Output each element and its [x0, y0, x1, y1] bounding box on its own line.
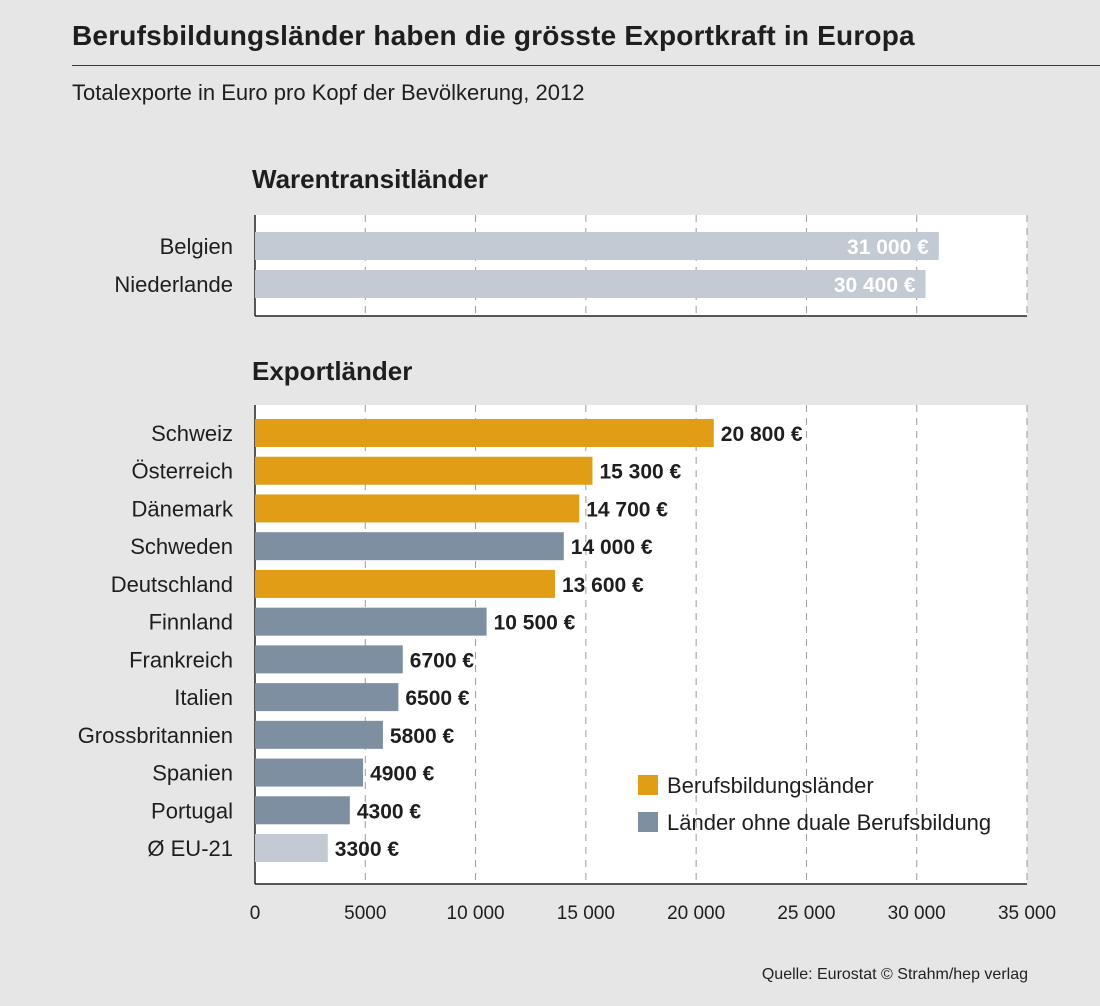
category-label: Deutschland [111, 572, 233, 597]
x-tick-label: 20 000 [667, 903, 725, 924]
data-label: 20 800 € [721, 423, 803, 446]
data-label: 14 000 € [571, 536, 653, 559]
bar [255, 270, 926, 298]
title-divider [72, 65, 1100, 66]
data-label: 31 000 € [847, 236, 929, 259]
bar [255, 645, 403, 674]
data-label: 4900 € [370, 763, 435, 786]
chart-subtitle: Totalexporte in Euro pro Kopf der Bevölk… [72, 80, 585, 105]
legend-swatch [638, 812, 658, 832]
bar [255, 834, 328, 863]
x-tick-label: 35 000 [998, 903, 1056, 924]
x-tick-label: 0 [250, 903, 261, 924]
data-label: 6700 € [410, 649, 475, 672]
plot-panel-2 [255, 405, 1027, 884]
category-label: Italien [174, 685, 233, 710]
legend-label: Länder ohne duale Berufsbildung [667, 810, 991, 835]
category-label: Finnland [149, 610, 233, 635]
data-label: 30 400 € [834, 274, 916, 297]
bar [255, 607, 487, 636]
category-label: Schweden [130, 534, 233, 559]
data-label: 5800 € [390, 725, 455, 748]
bar [255, 758, 364, 787]
data-label: 13 600 € [562, 574, 644, 597]
source-credit: Quelle: Eurostat © Strahm/hep verlag [761, 966, 1028, 983]
panel-heading: Exportländer [252, 356, 412, 386]
bar [255, 419, 714, 447]
x-tick-label: 25 000 [777, 903, 835, 924]
category-label: Spanien [152, 761, 233, 786]
category-label: Niederlande [114, 272, 233, 297]
category-label: Portugal [151, 798, 233, 823]
legend-label: Berufsbildungsländer [667, 773, 874, 798]
data-label: 10 500 € [494, 612, 576, 635]
chart-title: Berufsbildungsländer haben die grösste E… [72, 20, 915, 51]
legend-swatch [638, 775, 658, 795]
bar [255, 456, 593, 485]
category-label: Schweiz [151, 421, 233, 446]
data-label: 15 300 € [599, 461, 681, 484]
bar [255, 532, 564, 561]
data-label: 6500 € [405, 687, 470, 710]
bar [255, 232, 939, 260]
bar [255, 494, 580, 523]
category-label: Frankreich [129, 647, 233, 672]
plot-panel-1 [255, 215, 1027, 316]
bar [255, 683, 399, 712]
x-tick-label: 5000 [344, 903, 386, 924]
category-label: Dänemark [132, 496, 234, 521]
category-label: Grossbritannien [78, 723, 233, 748]
bar [255, 720, 383, 749]
data-label: 3300 € [335, 838, 400, 861]
data-label: 4300 € [357, 800, 422, 823]
bar [255, 796, 350, 825]
panel-heading: Warentransitländer [252, 164, 488, 194]
data-label: 14 700 € [586, 498, 668, 521]
category-label: Österreich [132, 459, 233, 484]
x-tick-label: 30 000 [888, 903, 946, 924]
x-tick-label: 10 000 [447, 903, 505, 924]
category-label: Belgien [160, 234, 233, 259]
x-tick-label: 15 000 [557, 903, 615, 924]
bar [255, 569, 555, 598]
category-label: Ø EU-21 [147, 836, 233, 861]
